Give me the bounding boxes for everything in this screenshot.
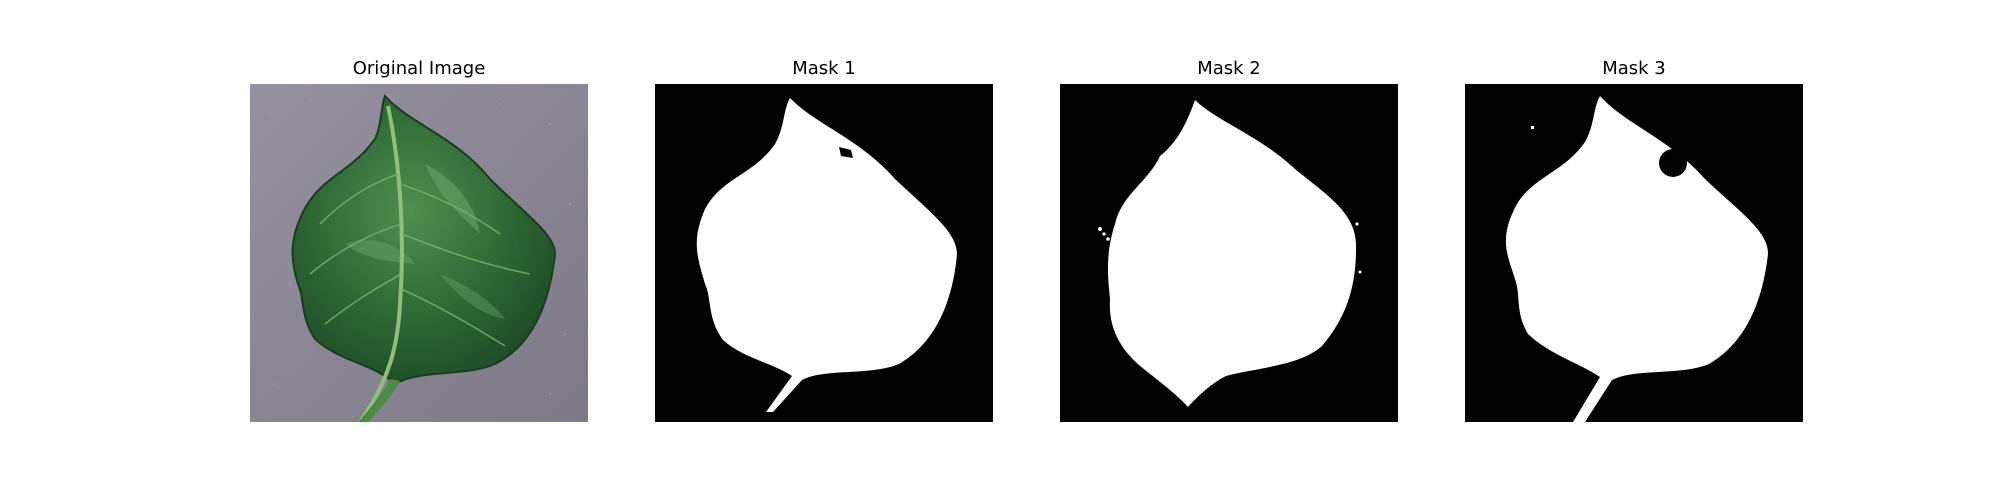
leaf-mask-1 xyxy=(655,84,993,422)
leaf-mask-3 xyxy=(1465,84,1803,422)
panel-title-mask-2: Mask 2 xyxy=(1197,58,1261,79)
mask-1-panel: Mask 1 xyxy=(655,0,993,500)
mask-2-panel: Mask 2 xyxy=(1060,0,1398,500)
mask-3-panel: Mask 3 xyxy=(1465,0,1803,500)
leaf-mask-2 xyxy=(1060,84,1398,422)
panel-title-original: Original Image xyxy=(352,58,486,79)
original-image-panel: Original Image xyxy=(250,0,588,500)
panel-title-mask-3: Mask 3 xyxy=(1602,58,1666,79)
panel-title-mask-1: Mask 1 xyxy=(792,58,856,79)
leaf-photo xyxy=(250,84,588,422)
